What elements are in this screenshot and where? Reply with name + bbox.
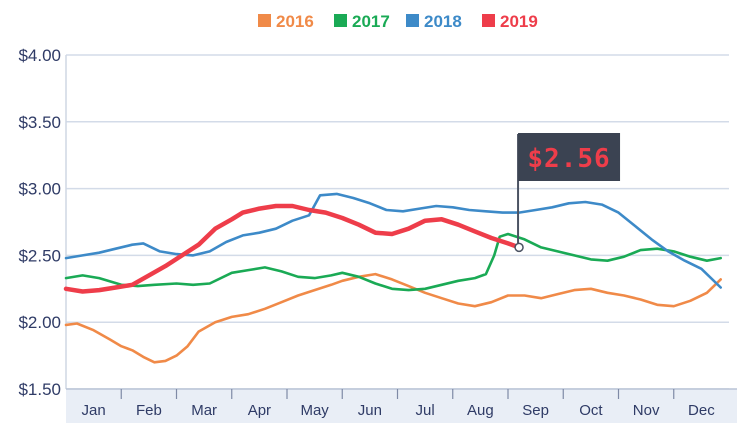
y-tick-label-5: $4.00 [18, 46, 61, 65]
x-tick-label-aug: Aug [467, 402, 494, 419]
legend: 2016 2017 2018 2019 [258, 12, 538, 31]
x-tick-label-jun: Jun [358, 402, 382, 419]
y-tick-label-1: $2.00 [18, 313, 61, 332]
legend-label-2018: 2018 [424, 12, 462, 31]
y-tick-label-4: $3.50 [18, 113, 61, 132]
legend-swatch-2017 [334, 14, 347, 27]
series-line-2016 [64, 272, 722, 364]
x-tick-label-dec: Dec [688, 402, 715, 419]
x-tick-label-jan: Jan [82, 402, 106, 419]
x-tick-label-sep: Sep [522, 402, 549, 419]
series-line-2017 [64, 232, 722, 292]
legend-swatch-2016 [258, 14, 271, 27]
legend-label-2019: 2019 [500, 12, 538, 31]
legend-label-2016: 2016 [276, 12, 314, 31]
x-tick-label-mar: Mar [191, 402, 217, 419]
y-tick-label-3: $3.00 [18, 180, 61, 199]
y-axis: $1.50 $2.00 $2.50 $3.00 $3.50 $4.00 [18, 46, 61, 399]
price-callout: $2.56 [514, 133, 621, 253]
x-tick-label-jul: Jul [416, 402, 435, 419]
y-tick-label-0: $1.50 [18, 380, 61, 399]
legend-swatch-2018 [406, 14, 419, 27]
callout-point [514, 242, 524, 253]
callout-box [518, 133, 621, 181]
series-line-2018 [64, 192, 722, 289]
x-axis: Jan Feb Mar Apr May Jun Jul Aug Sep Oct Nov Dec [66, 388, 737, 423]
x-tick-label-feb: Feb [136, 402, 162, 419]
x-tick-label-nov: Nov [633, 402, 660, 419]
series-line-2019 [63, 203, 522, 294]
x-tick-label-may: May [300, 402, 329, 419]
callout-label: $2.56 [527, 144, 610, 174]
series-lines [63, 192, 722, 364]
legend-swatch-2019 [482, 14, 495, 27]
legend-label-2017: 2017 [352, 12, 390, 31]
x-tick-label-apr: Apr [248, 402, 271, 419]
x-tick-label-oct: Oct [579, 402, 603, 419]
x-axis-band [66, 389, 737, 423]
y-tick-label-2: $2.50 [18, 246, 61, 265]
